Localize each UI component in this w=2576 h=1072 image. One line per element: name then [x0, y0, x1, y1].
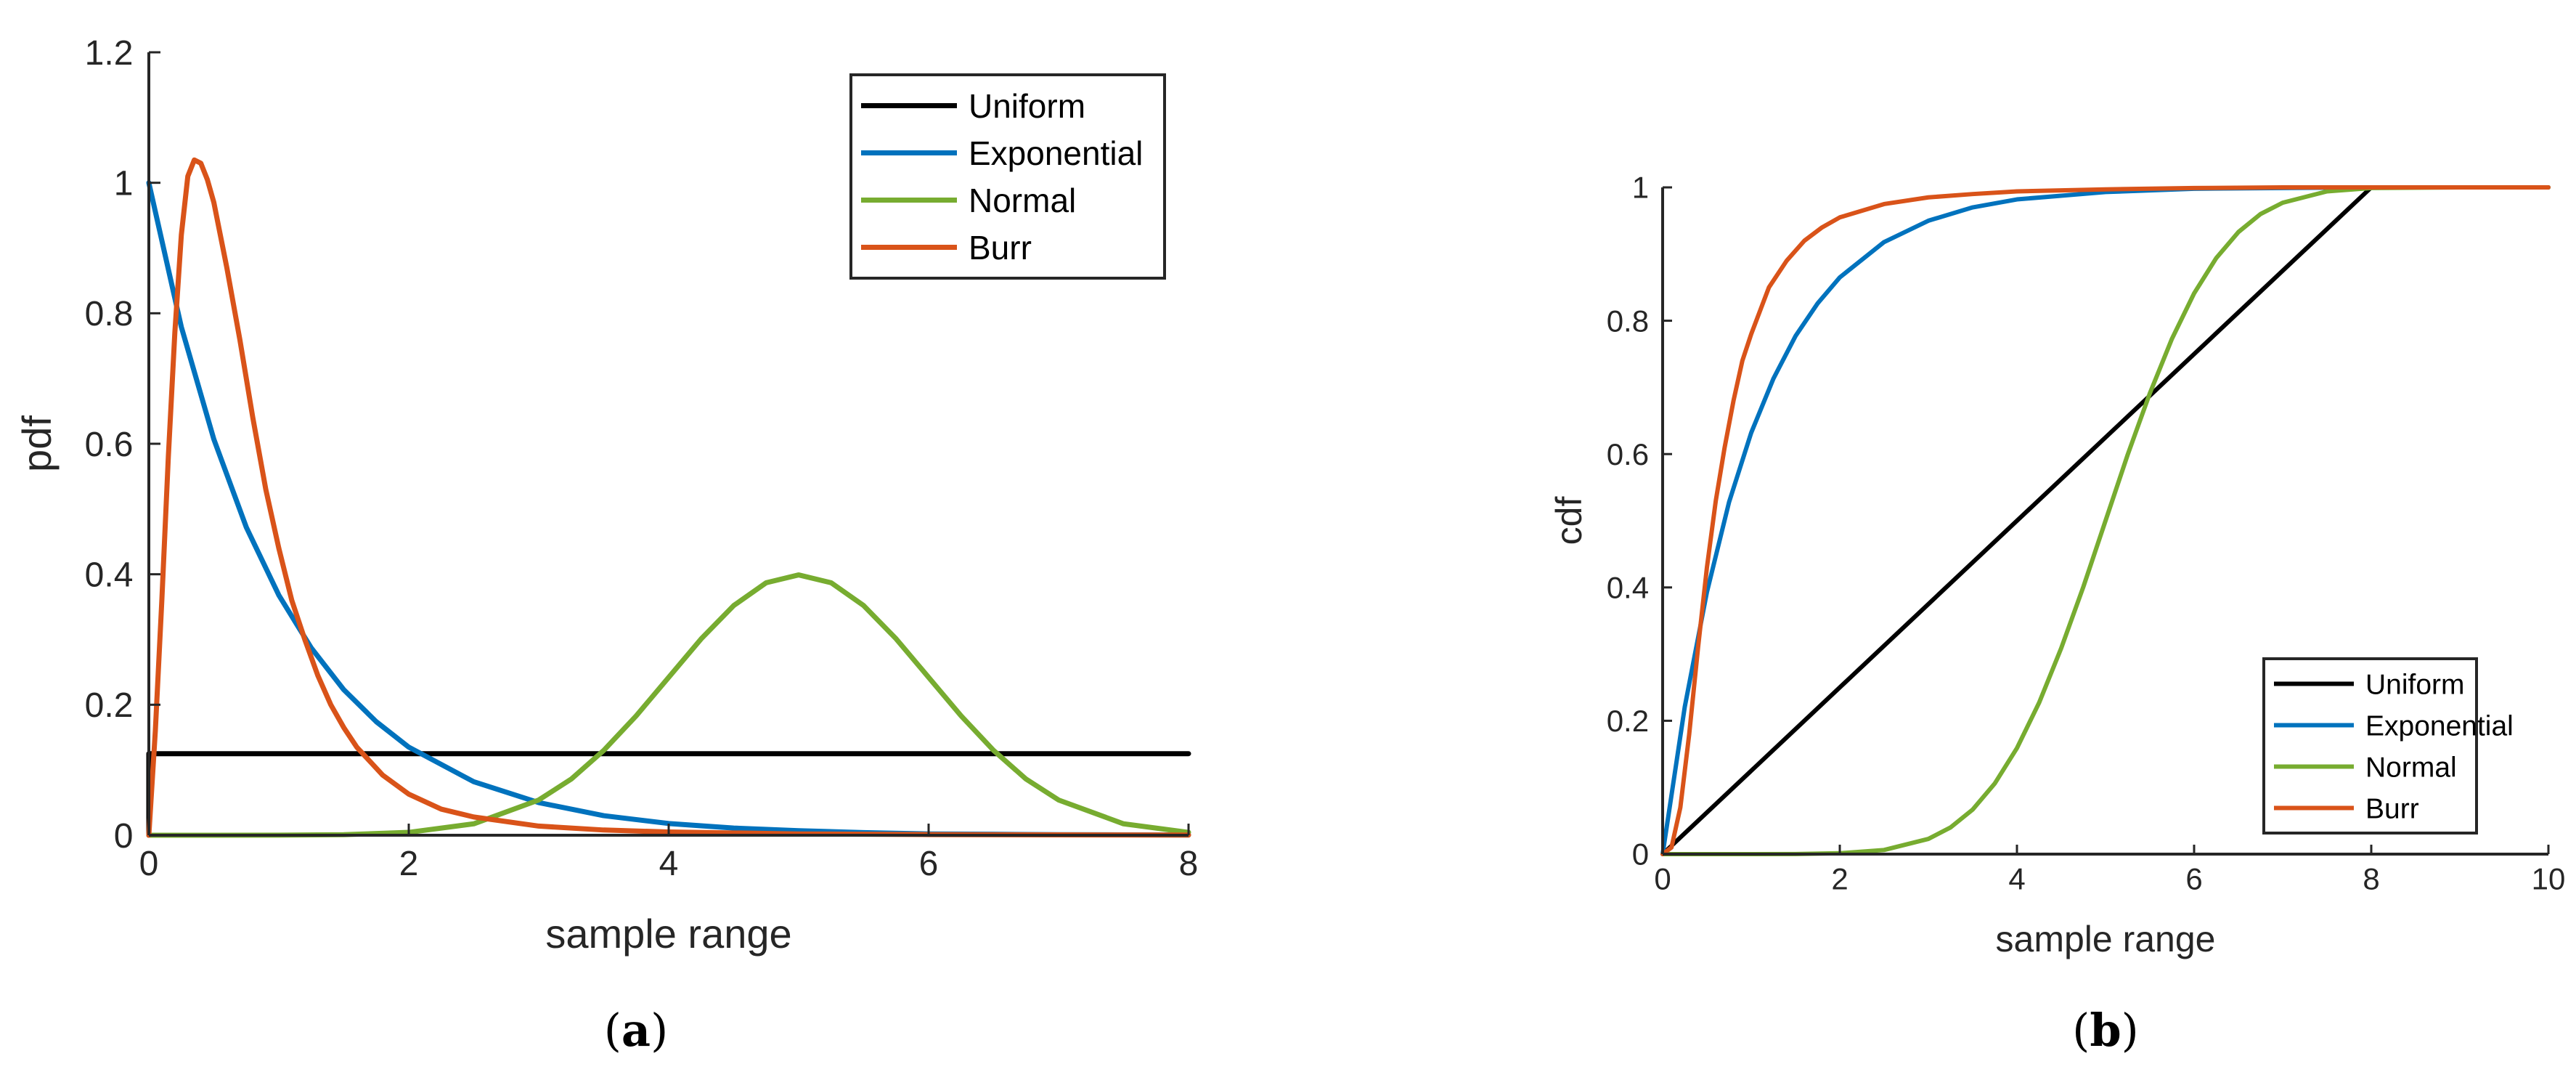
legend-box [849, 73, 1166, 280]
x-tick-label: 6 [2185, 861, 2202, 896]
x-tick-label: 2 [399, 845, 419, 883]
y-tick-label: 0.4 [1607, 571, 1649, 605]
caption-open-paren: ( [604, 1004, 621, 1057]
y-tick-label: 0.8 [85, 295, 134, 333]
legend-label-normal: Normal [969, 182, 1076, 219]
y-tick-label: 0.8 [1607, 304, 1649, 338]
caption-letter: a [621, 1004, 651, 1057]
x-tick-label: 0 [139, 845, 159, 883]
caption-close-paren: ) [2121, 1004, 2139, 1057]
y-tick-label: 0.6 [1607, 437, 1649, 471]
legend-label-normal: Normal [2365, 752, 2457, 784]
series-line-burr [1660, 185, 2551, 856]
x-tick-label: 4 [659, 845, 679, 883]
x-tick-label: 10 [2532, 861, 2566, 896]
y-tick-label: 1.2 [85, 34, 134, 73]
y-axis-label: cdf [1549, 497, 1589, 545]
legend-label-burr: Burr [2365, 794, 2419, 825]
legend-label-exponential: Exponential [2365, 711, 2514, 742]
y-tick-label: 0.2 [85, 686, 134, 725]
y-tick-label: 1 [1632, 171, 1649, 205]
x-tick-label: 4 [2008, 861, 2025, 896]
x-tick-label: 6 [919, 845, 939, 883]
legend-label-uniform: Uniform [969, 87, 1085, 125]
y-tick-label: 0.2 [1607, 704, 1649, 738]
series-line-exponential [146, 180, 1191, 838]
series-line-normal [146, 572, 1191, 838]
caption-close-paren: ) [651, 1004, 668, 1057]
panel-caption: (a) [604, 1004, 669, 1057]
y-tick-label: 0.6 [85, 426, 134, 464]
series-line-normal [1660, 185, 2551, 856]
series-group [1660, 185, 2551, 856]
legend: Uniform Exponential Normal Burr [2262, 657, 2514, 835]
panel-caption: (b) [2072, 1004, 2139, 1057]
y-tick-label: 0 [1632, 837, 1649, 872]
series-line-burr [146, 157, 1191, 838]
chart-panel-a: 0 2 4 6 8 0 0.2 0.4 0.6 0.8 1 1.2 sample range pdf Uni… [14, 34, 1198, 1057]
legend-label-uniform: Uniform [2365, 670, 2465, 701]
x-axis-label: sample range [1996, 919, 2216, 959]
y-axis-label: pdf [14, 415, 60, 472]
chart-panel-b: 0 2 4 6 8 10 0 0.2 0.4 0.6 0.8 1 sample range cdf Unif… [1549, 171, 2565, 1057]
y-tick-label: 0 [114, 817, 134, 856]
caption-open-paren: ( [2072, 1004, 2090, 1057]
legend-box [2262, 657, 2478, 835]
x-tick-label: 8 [2363, 861, 2379, 896]
x-tick-label: 8 [1179, 845, 1199, 883]
x-tick-label: 0 [1654, 861, 1671, 896]
legend-label-burr: Burr [969, 229, 1032, 267]
y-tick-label: 1 [114, 164, 134, 203]
legend-label-exponential: Exponential [969, 134, 1143, 172]
caption-letter: b [2090, 1004, 2121, 1057]
y-tick-label: 0.4 [85, 556, 134, 594]
x-axis-label: sample range [545, 911, 791, 957]
legend: Uniform Exponential Normal Burr [849, 73, 1166, 280]
x-tick-label: 2 [1831, 861, 1848, 896]
